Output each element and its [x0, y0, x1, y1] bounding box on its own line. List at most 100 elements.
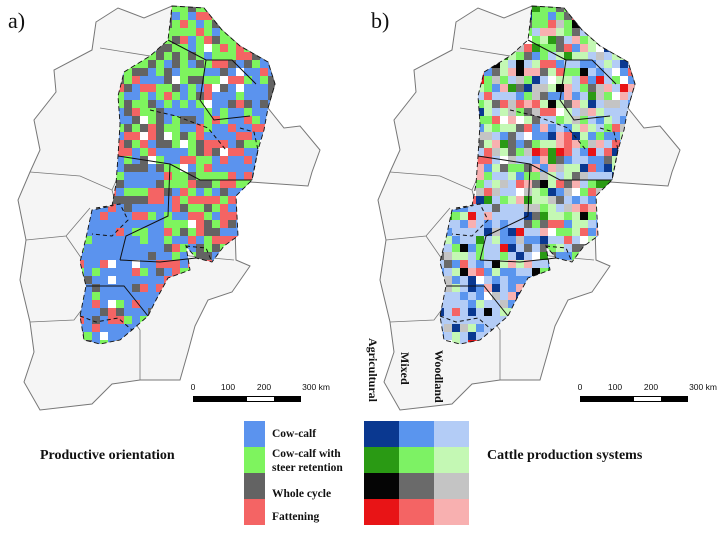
raster-cell: [564, 68, 572, 76]
raster-cell: [140, 172, 148, 180]
raster-cell: [172, 236, 180, 244]
raster-cell: [164, 44, 172, 52]
raster-cell: [156, 212, 164, 220]
raster-cell: [492, 6, 500, 12]
raster-cell: [604, 84, 612, 92]
raster-cell: [556, 132, 564, 140]
raster-cell: [108, 212, 116, 220]
panel-b-label: b): [371, 8, 390, 33]
raster-cell: [636, 348, 644, 356]
raster-cell: [276, 76, 284, 84]
raster-cell: [532, 260, 540, 268]
raster-cell: [260, 332, 268, 340]
raster-cell: [228, 332, 236, 340]
raster-cell: [196, 236, 204, 244]
raster-cell: [252, 276, 260, 284]
raster-cell: [556, 76, 564, 84]
raster-cell: [148, 180, 156, 188]
raster-cell: [500, 244, 508, 252]
raster-cell: [252, 20, 260, 28]
raster-cell: [268, 28, 275, 36]
raster-cell: [212, 20, 220, 28]
raster-cell: [116, 244, 124, 252]
raster-cell: [540, 148, 548, 156]
raster-cell: [108, 308, 116, 316]
raster-cell: [244, 116, 252, 124]
raster-cell: [204, 140, 212, 148]
raster-cell: [276, 60, 284, 68]
raster-cell: [596, 60, 604, 68]
raster-cell: [204, 52, 212, 60]
raster-cell: [92, 12, 100, 20]
raster-cell: [516, 156, 524, 164]
raster-cell: [220, 44, 228, 52]
raster-cell: [164, 180, 172, 188]
raster-cell: [636, 20, 644, 28]
raster-cell: [540, 108, 548, 116]
raster-cell: [164, 196, 172, 204]
raster-cell: [188, 76, 196, 84]
raster-cell: [564, 188, 572, 196]
raster-cell: [484, 324, 492, 332]
raster-cell: [172, 28, 180, 36]
raster-cell: [164, 100, 172, 108]
raster-cell: [580, 332, 588, 340]
raster-cell: [556, 324, 564, 332]
raster-cell: [604, 60, 612, 68]
raster-cell: [124, 100, 132, 108]
raster-cell: [476, 244, 484, 252]
raster-cell: [572, 100, 580, 108]
raster-cell: [204, 92, 212, 100]
raster-cell: [260, 276, 268, 284]
raster-cell: [116, 236, 124, 244]
raster-cell: [620, 20, 628, 28]
raster-cell: [588, 172, 596, 180]
raster-cell: [612, 204, 620, 212]
raster-cell: [580, 316, 588, 324]
raster-cell: [92, 276, 100, 284]
raster-cell: [164, 148, 172, 156]
raster-cell: [236, 28, 244, 36]
raster-cell: [244, 60, 252, 68]
raster-cell: [612, 140, 620, 148]
raster-cell: [172, 52, 180, 60]
raster-cell: [84, 252, 92, 260]
raster-cell: [100, 292, 108, 300]
raster-cell: [540, 76, 548, 84]
raster-cell: [588, 148, 596, 156]
raster-cell: [260, 116, 268, 124]
raster-cell: [252, 268, 260, 276]
raster-cell: [564, 244, 572, 252]
raster-cell: [116, 260, 124, 268]
raster-cell: [452, 332, 460, 340]
raster-cell: [116, 100, 124, 108]
raster-cell: [444, 252, 452, 260]
raster-cell: [636, 52, 644, 60]
raster-cell: [596, 252, 604, 260]
raster-cell: [252, 100, 260, 108]
raster-cell: [252, 196, 260, 204]
raster-cell: [548, 188, 556, 196]
raster-cell: [80, 44, 84, 52]
raster-cell: [508, 188, 516, 196]
raster-cell: [556, 220, 564, 228]
raster-cell: [516, 196, 524, 204]
raster-cell: [228, 324, 236, 332]
raster-cell: [636, 212, 644, 220]
study-area-outline: [79, 5, 276, 345]
raster-cell: [156, 180, 164, 188]
raster-cell: [276, 52, 284, 60]
raster-cell: [572, 44, 580, 52]
raster-cell: [148, 60, 156, 68]
raster-cell: [588, 84, 596, 92]
raster-cell: [564, 236, 572, 244]
raster-cell: [596, 348, 604, 356]
raster-cell: [556, 236, 564, 244]
raster-cell: [116, 308, 124, 316]
raster-cell: [572, 300, 580, 308]
raster-cell: [556, 60, 564, 68]
raster-cell: [636, 292, 644, 300]
raster-cell: [124, 284, 132, 292]
raster-cell: [564, 212, 572, 220]
raster-cell: [100, 236, 108, 244]
